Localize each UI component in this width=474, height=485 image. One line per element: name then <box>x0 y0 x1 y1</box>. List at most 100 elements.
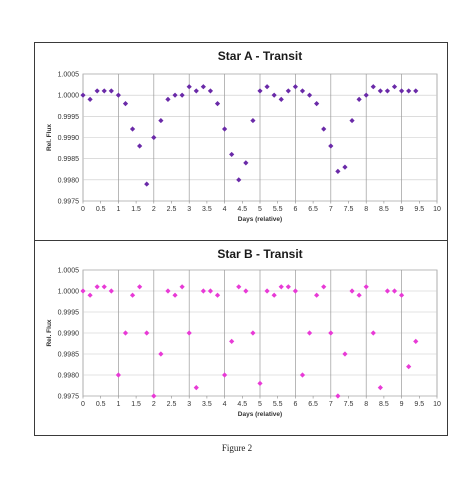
x-tick-label: 4 <box>223 401 227 408</box>
data-point <box>391 84 398 90</box>
data-point <box>236 177 242 183</box>
x-tick-label: 0.5 <box>96 401 106 408</box>
data-point <box>349 288 355 294</box>
chart-title: Star B - Transit <box>217 247 302 261</box>
data-point <box>115 92 121 98</box>
x-tick-label: 7 <box>329 401 333 408</box>
x-tick-label: 5 <box>258 401 262 408</box>
data-point <box>321 284 327 290</box>
data-point <box>328 330 334 336</box>
data-point <box>363 92 369 98</box>
x-tick-label: 2.5 <box>167 206 177 213</box>
x-tick-label: 0.5 <box>96 206 106 213</box>
x-tick-label: 4 <box>223 206 227 213</box>
data-point <box>186 330 192 336</box>
data-point <box>399 88 405 94</box>
data-point <box>80 92 86 98</box>
data-point <box>222 372 228 378</box>
data-point <box>321 126 327 132</box>
x-tick-label: 7.5 <box>344 401 354 408</box>
x-tick-label: 9 <box>400 401 404 408</box>
data-point <box>264 288 270 294</box>
y-tick-label: 0.9985 <box>58 352 80 359</box>
data-point <box>108 288 114 294</box>
data-point <box>306 330 313 336</box>
x-tick-label: 5.5 <box>273 206 283 213</box>
data-point <box>179 92 185 98</box>
data-point <box>214 101 221 107</box>
data-point <box>356 292 362 298</box>
x-tick-label: 10 <box>433 206 441 213</box>
data-point <box>285 88 291 94</box>
data-point <box>250 330 256 336</box>
x-tick-label: 1 <box>116 206 120 213</box>
data-point <box>314 101 320 107</box>
y-tick-label: 0.9985 <box>58 156 80 163</box>
star-b-chart-panel: Star B - Transit 0.9975 0.9980 0.9985 0.9990… <box>34 240 448 436</box>
y-axis-label: Rel. Flux <box>46 319 53 346</box>
data-point <box>243 160 249 166</box>
y-tick-label: 1.0000 <box>58 93 80 100</box>
y-tick-label: 1.0000 <box>58 289 80 296</box>
data-point <box>370 84 376 90</box>
x-tick-label: 9 <box>400 206 404 213</box>
x-tick-label: 7.5 <box>344 206 354 213</box>
y-tick-label: 0.9980 <box>58 177 80 184</box>
data-point <box>399 292 405 298</box>
data-point <box>207 288 214 294</box>
data-point <box>144 181 150 187</box>
data-point <box>292 288 298 294</box>
data-point <box>129 126 136 132</box>
data-point <box>243 288 249 294</box>
x-tick-label: 4.5 <box>237 206 247 213</box>
data-point <box>384 288 391 294</box>
data-point <box>250 117 256 124</box>
x-tick-label: 6 <box>293 206 297 213</box>
data-point <box>222 126 228 132</box>
data-point <box>193 88 199 94</box>
x-axis-label: Days (relative) <box>238 411 282 418</box>
data-point <box>87 96 93 102</box>
data-point <box>94 88 100 94</box>
y-tick-label: 0.9975 <box>58 394 80 401</box>
data-point <box>165 96 171 102</box>
data-point <box>370 330 376 336</box>
y-tick-label: 0.9980 <box>58 373 80 380</box>
data-point <box>299 88 306 94</box>
x-tick-label: 8.5 <box>379 401 389 408</box>
data-point <box>413 88 419 94</box>
data-point <box>151 393 157 399</box>
figure-caption: Figure 2 <box>221 443 253 453</box>
data-point <box>158 117 164 124</box>
data-point <box>122 330 129 336</box>
star-a-chart-panel: Star A - Transit 0.9975 0.9980 0.9985 0.9990… <box>34 42 448 242</box>
y-tick-label: 0.9995 <box>58 310 80 317</box>
x-tick-label: 1.5 <box>131 401 141 408</box>
x-tick-label: 2 <box>152 206 156 213</box>
data-point <box>257 88 263 94</box>
x-tick-label: 2 <box>152 401 156 408</box>
data-point <box>200 84 206 90</box>
data-point <box>292 84 298 90</box>
data-point <box>137 143 143 149</box>
data-point <box>257 380 263 386</box>
data-point <box>342 351 348 357</box>
x-tick-label: 1.5 <box>131 206 141 213</box>
data-point <box>299 372 306 378</box>
x-tick-label: 8.5 <box>379 206 389 213</box>
chart-title: Star A - Transit <box>218 49 302 63</box>
x-tick-label: 1 <box>116 401 120 408</box>
x-axis-label: Days (relative) <box>238 216 282 223</box>
y-axis-label: Rel. Flux <box>46 124 53 151</box>
data-point <box>115 372 121 378</box>
y-tick-label: 0.9995 <box>58 114 80 121</box>
data-point <box>306 92 313 98</box>
y-tick-label: 0.9990 <box>58 331 80 338</box>
data-point <box>384 88 391 94</box>
data-point <box>207 88 214 94</box>
data-point <box>335 168 341 174</box>
x-tick-label: 9.5 <box>414 206 424 213</box>
x-tick-label: 3 <box>187 401 191 408</box>
data-point <box>101 88 107 94</box>
x-tick-label: 2.5 <box>167 401 177 408</box>
